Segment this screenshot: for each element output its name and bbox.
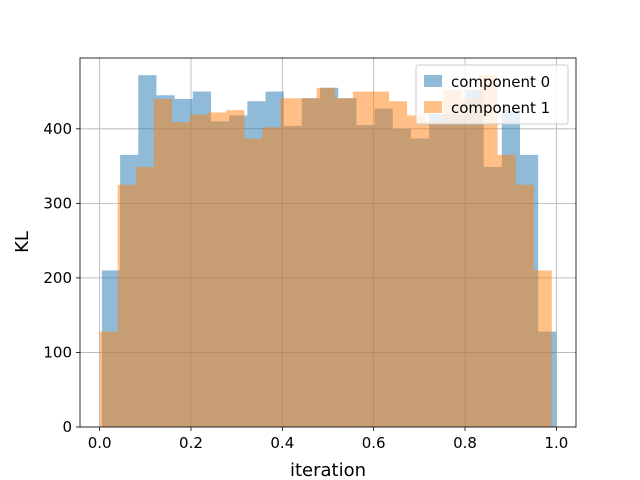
histogram-bar — [99, 331, 118, 427]
y-tick-label: 100 — [43, 343, 72, 361]
histogram-bar — [208, 112, 227, 427]
histogram-bar — [334, 98, 353, 427]
histogram-bar — [244, 138, 263, 427]
histogram-bar — [226, 110, 245, 427]
legend-label: component 0 — [451, 73, 550, 91]
histogram-bar — [497, 154, 516, 427]
x-axis-ticks: 0.0 0.2 0.4 0.6 0.8 1.0 — [88, 427, 568, 452]
x-tick-label: 0.2 — [179, 434, 203, 452]
histogram-bar — [389, 101, 408, 428]
histogram-bar — [515, 184, 534, 427]
histogram-bar — [280, 98, 299, 427]
y-tick-label: 300 — [43, 194, 72, 212]
histogram-bar — [316, 87, 335, 428]
histogram-bar — [153, 99, 172, 427]
histogram-bar — [190, 114, 209, 428]
y-tick-label: 400 — [43, 120, 72, 138]
histogram-bar — [533, 270, 552, 427]
legend-box — [415, 64, 569, 125]
histogram-bar — [171, 122, 191, 427]
legend-label: component 1 — [451, 99, 550, 117]
x-axis-label: iteration — [290, 460, 366, 480]
histogram-bar — [370, 91, 390, 427]
histogram-bar — [407, 115, 426, 428]
x-tick-label: 0.8 — [453, 434, 477, 452]
histogram-bar — [443, 90, 462, 428]
histogram-bar — [352, 91, 371, 427]
histogram-bar — [117, 184, 136, 427]
y-axis-label: KL — [12, 231, 33, 253]
histogram-bar — [262, 127, 281, 427]
histogram-bar — [135, 166, 154, 427]
histogram-bar — [479, 75, 498, 428]
x-tick-label: 0.6 — [362, 434, 386, 452]
series-1-bars — [99, 75, 552, 428]
histogram-bars — [99, 75, 557, 428]
y-axis-ticks: 0 100 200 300 400 — [43, 120, 80, 436]
plot-frame — [79, 57, 577, 428]
legend-swatch — [424, 75, 442, 87]
y-tick-label: 200 — [43, 269, 72, 287]
x-tick-label: 0.4 — [270, 434, 294, 452]
y-tick-label: 0 — [62, 418, 72, 436]
histogram-bar — [298, 98, 317, 427]
legend-swatch — [424, 101, 442, 113]
histogram-bar — [425, 121, 444, 427]
x-tick-label: 1.0 — [544, 434, 568, 452]
histogram-bar — [461, 98, 480, 427]
x-tick-label: 0.0 — [88, 434, 112, 452]
legend: component 0 component 1 — [415, 64, 569, 125]
